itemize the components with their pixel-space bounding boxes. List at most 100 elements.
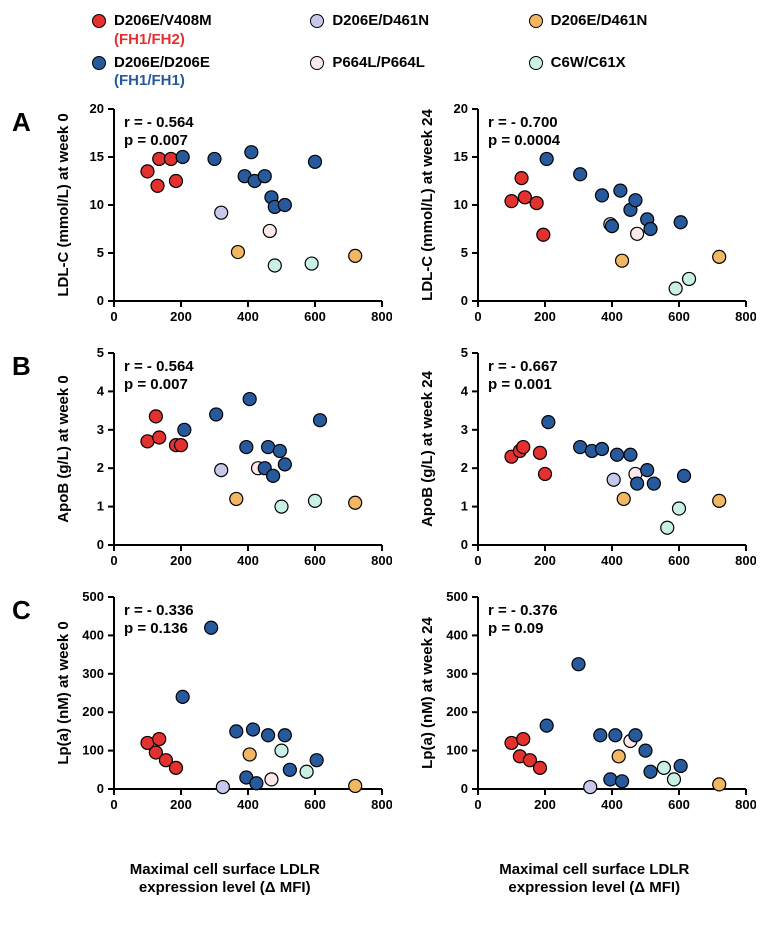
stat-p: p = 0.007 bbox=[124, 376, 188, 393]
x-tick-label: 400 bbox=[601, 797, 623, 812]
y-tick-label: 1 bbox=[97, 499, 104, 514]
data-point bbox=[310, 754, 323, 767]
data-point bbox=[153, 152, 166, 165]
data-point bbox=[629, 729, 642, 742]
data-point bbox=[263, 224, 276, 237]
y-tick-label: 0 bbox=[461, 293, 468, 308]
stat-p: p = 0.0004 bbox=[488, 132, 561, 149]
data-point bbox=[309, 494, 322, 507]
panel: 01002003004005000200400600800Lp(a) (nM) … bbox=[52, 589, 392, 853]
x-axis-label: Maximal cell surface LDLRexpression leve… bbox=[422, 857, 768, 897]
x-tick-label: 200 bbox=[170, 797, 192, 812]
data-point bbox=[205, 621, 218, 634]
data-point bbox=[542, 416, 555, 429]
data-point bbox=[243, 748, 256, 761]
data-point bbox=[517, 441, 530, 454]
y-tick-label: 5 bbox=[461, 245, 468, 260]
data-point bbox=[164, 152, 177, 165]
data-point bbox=[657, 761, 670, 774]
x-tick-label: 800 bbox=[735, 309, 756, 324]
legend-item: P664L/P664L bbox=[310, 54, 508, 92]
data-point bbox=[667, 773, 680, 786]
data-point bbox=[314, 414, 327, 427]
data-point bbox=[141, 435, 154, 448]
data-point bbox=[574, 168, 587, 181]
data-point bbox=[611, 448, 624, 461]
figure: A051015200200400600800LDL-C (mmol/L) at … bbox=[12, 101, 767, 897]
y-axis-label: ApoB (g/L) at week 24 bbox=[419, 370, 436, 527]
stat-r: r = - 0.376 bbox=[488, 602, 558, 619]
y-tick-label: 0 bbox=[97, 537, 104, 552]
data-point bbox=[572, 658, 585, 671]
data-point bbox=[594, 729, 607, 742]
stat-p: p = 0.001 bbox=[488, 376, 552, 393]
data-point bbox=[616, 254, 629, 267]
y-tick-label: 15 bbox=[454, 149, 468, 164]
y-tick-label: 200 bbox=[82, 704, 104, 719]
stat-r: r = - 0.564 bbox=[124, 358, 194, 375]
y-tick-label: 5 bbox=[97, 345, 104, 360]
data-point bbox=[678, 469, 691, 482]
panel: 051015200200400600800LDL-C (mmol/L) at w… bbox=[416, 101, 756, 341]
data-point bbox=[141, 165, 154, 178]
y-tick-label: 500 bbox=[82, 589, 104, 604]
x-tick-label: 800 bbox=[371, 309, 392, 324]
x-axis-label-row: Maximal cell surface LDLRexpression leve… bbox=[52, 857, 767, 897]
y-tick-label: 2 bbox=[461, 460, 468, 475]
y-tick-label: 10 bbox=[454, 197, 468, 212]
data-point bbox=[713, 778, 726, 791]
panel-row: B0123450200400600800ApoB (g/L) at week 0… bbox=[12, 345, 767, 585]
legend-label: D206E/V408M(FH1/FH2) bbox=[114, 12, 212, 50]
legend-item: D206E/D461N bbox=[310, 12, 508, 50]
data-point bbox=[713, 494, 726, 507]
panel-group: 01002003004005000200400600800Lp(a) (nM) … bbox=[52, 589, 767, 853]
stat-p: p = 0.007 bbox=[124, 132, 188, 149]
data-point bbox=[540, 719, 553, 732]
x-tick-label: 600 bbox=[304, 553, 326, 568]
x-tick-label: 400 bbox=[601, 309, 623, 324]
x-tick-label: 0 bbox=[474, 309, 481, 324]
data-point bbox=[178, 423, 191, 436]
data-point bbox=[614, 184, 627, 197]
data-point bbox=[644, 765, 657, 778]
data-point bbox=[674, 759, 687, 772]
y-tick-label: 100 bbox=[446, 743, 468, 758]
panel: 051015200200400600800LDL-C (mmol/L) at w… bbox=[52, 101, 392, 341]
legend-swatch bbox=[310, 14, 324, 28]
panel-row: C01002003004005000200400600800Lp(a) (nM)… bbox=[12, 589, 767, 853]
x-tick-label: 400 bbox=[237, 797, 259, 812]
data-point bbox=[243, 393, 256, 406]
y-tick-label: 10 bbox=[90, 197, 104, 212]
x-tick-label: 600 bbox=[304, 309, 326, 324]
y-tick-label: 4 bbox=[97, 383, 105, 398]
scatter-plot: 051015200200400600800LDL-C (mmol/L) at w… bbox=[52, 101, 392, 341]
data-point bbox=[595, 443, 608, 456]
legend-label: D206E/D206E(FH1/FH1) bbox=[114, 54, 210, 92]
data-point bbox=[518, 191, 531, 204]
data-point bbox=[300, 765, 313, 778]
data-point bbox=[153, 431, 166, 444]
y-tick-label: 400 bbox=[446, 627, 468, 642]
y-axis-label: Lp(a) (nM) at week 0 bbox=[55, 621, 72, 764]
scatter-plot: 01002003004005000200400600800Lp(a) (nM) … bbox=[416, 589, 756, 853]
legend-swatch bbox=[310, 56, 324, 70]
scatter-plot: 01002003004005000200400600800Lp(a) (nM) … bbox=[52, 589, 392, 853]
data-point bbox=[639, 744, 652, 757]
panel-group: 0123450200400600800ApoB (g/L) at week 0r… bbox=[52, 345, 767, 585]
data-point bbox=[216, 781, 229, 794]
stat-r: r = - 0.564 bbox=[124, 114, 194, 131]
data-point bbox=[230, 725, 243, 738]
data-point bbox=[607, 473, 620, 486]
data-point bbox=[215, 206, 228, 219]
scatter-plot: 0123450200400600800ApoB (g/L) at week 0r… bbox=[52, 345, 392, 585]
x-tick-label: 200 bbox=[534, 797, 556, 812]
x-tick-label: 0 bbox=[110, 797, 117, 812]
data-point bbox=[175, 439, 188, 452]
y-tick-label: 0 bbox=[97, 781, 104, 796]
data-point bbox=[673, 502, 686, 515]
stat-r: r = - 0.336 bbox=[124, 602, 194, 619]
row-letter: C bbox=[12, 589, 52, 853]
data-point bbox=[713, 250, 726, 263]
data-point bbox=[595, 189, 608, 202]
y-tick-label: 100 bbox=[82, 743, 104, 758]
